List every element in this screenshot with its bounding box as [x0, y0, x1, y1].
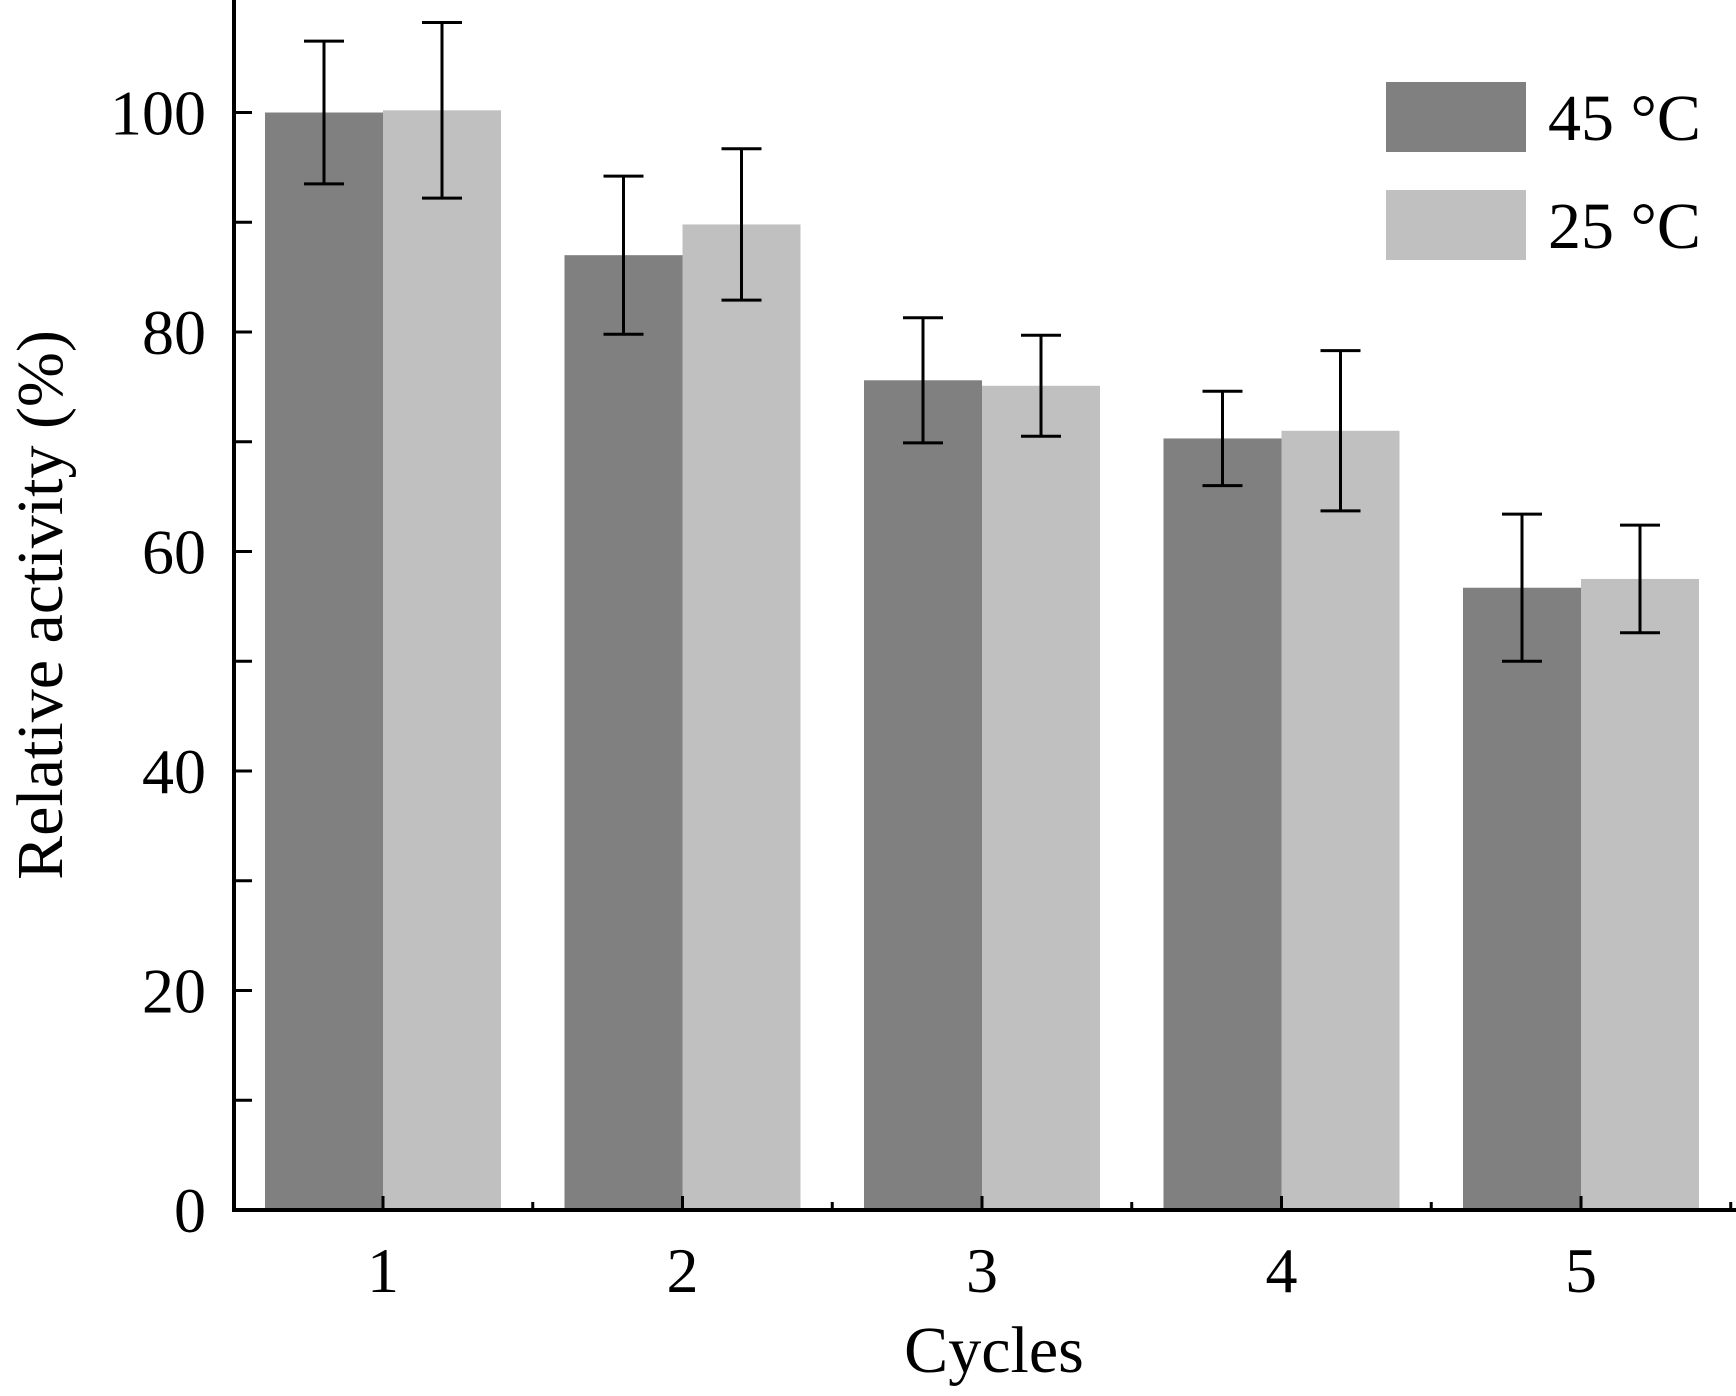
- bar-cycle-2-series-1: [564, 255, 683, 1211]
- bar-cycle-1-series-1: [265, 112, 383, 1210]
- error-bar-cycle-2-series-2: [721, 147, 762, 302]
- y-tick-label-40: 40: [142, 736, 206, 807]
- error-bars-layer: [304, 21, 1660, 663]
- y-tick-label-100: 100: [110, 78, 206, 149]
- bar-cycle-5-series-2: [1581, 578, 1699, 1210]
- bar-cycle-4-series-2: [1281, 430, 1400, 1210]
- error-bar-cycle-4-series-1: [1202, 389, 1243, 488]
- error-bar-cycle-1-series-2: [422, 21, 462, 200]
- bar-cycle-3-series-2: [982, 385, 1100, 1211]
- bar-cycle-1-series-2: [383, 110, 501, 1210]
- x-tick-label-3: 3: [966, 1235, 998, 1306]
- legend-item-2: 25 °C: [1386, 190, 1701, 263]
- legend-swatch: [1386, 82, 1526, 152]
- x-tick-label-5: 5: [1565, 1235, 1597, 1306]
- y-tick-label-80: 80: [142, 297, 206, 368]
- legend: 45 °C 25 °C: [1386, 82, 1701, 263]
- bars-layer: [265, 110, 1699, 1211]
- legend-label: 25 °C: [1548, 190, 1701, 263]
- x-tick-label-2: 2: [667, 1235, 699, 1306]
- axes-layer: [232, 0, 1736, 1212]
- error-bar-cycle-4-series-2: [1320, 349, 1361, 513]
- y-tick-label-60: 60: [142, 517, 206, 588]
- error-bar-cycle-3-series-1: [903, 316, 943, 445]
- ticks-layer: 0 20 40 60 80 100 1 2 3 4 5: [110, 78, 1733, 1306]
- bar-cycle-2-series-2: [682, 224, 801, 1210]
- y-axis-title: Relative activity (%): [4, 330, 77, 880]
- y-tick-label-20: 20: [142, 956, 206, 1027]
- x-axis-title: Cycles: [904, 1314, 1084, 1387]
- error-bar-cycle-3-series-2: [1021, 333, 1061, 438]
- error-bar-cycle-5-series-1: [1502, 512, 1542, 663]
- legend-label: 45 °C: [1548, 82, 1701, 155]
- error-bar-cycle-1-series-1: [304, 39, 344, 186]
- legend-swatch: [1386, 190, 1526, 260]
- y-tick-label-0: 0: [174, 1175, 206, 1246]
- x-tick-label-1: 1: [367, 1235, 399, 1306]
- error-bar-cycle-2-series-1: [603, 174, 644, 336]
- bar-cycle-3-series-1: [864, 380, 982, 1210]
- bar-cycle-4-series-1: [1163, 438, 1282, 1210]
- error-bar-cycle-5-series-2: [1620, 523, 1660, 635]
- bar-cycle-5-series-1: [1463, 587, 1581, 1210]
- legend-item-1: 45 °C: [1386, 82, 1701, 155]
- x-tick-label-4: 4: [1266, 1235, 1298, 1306]
